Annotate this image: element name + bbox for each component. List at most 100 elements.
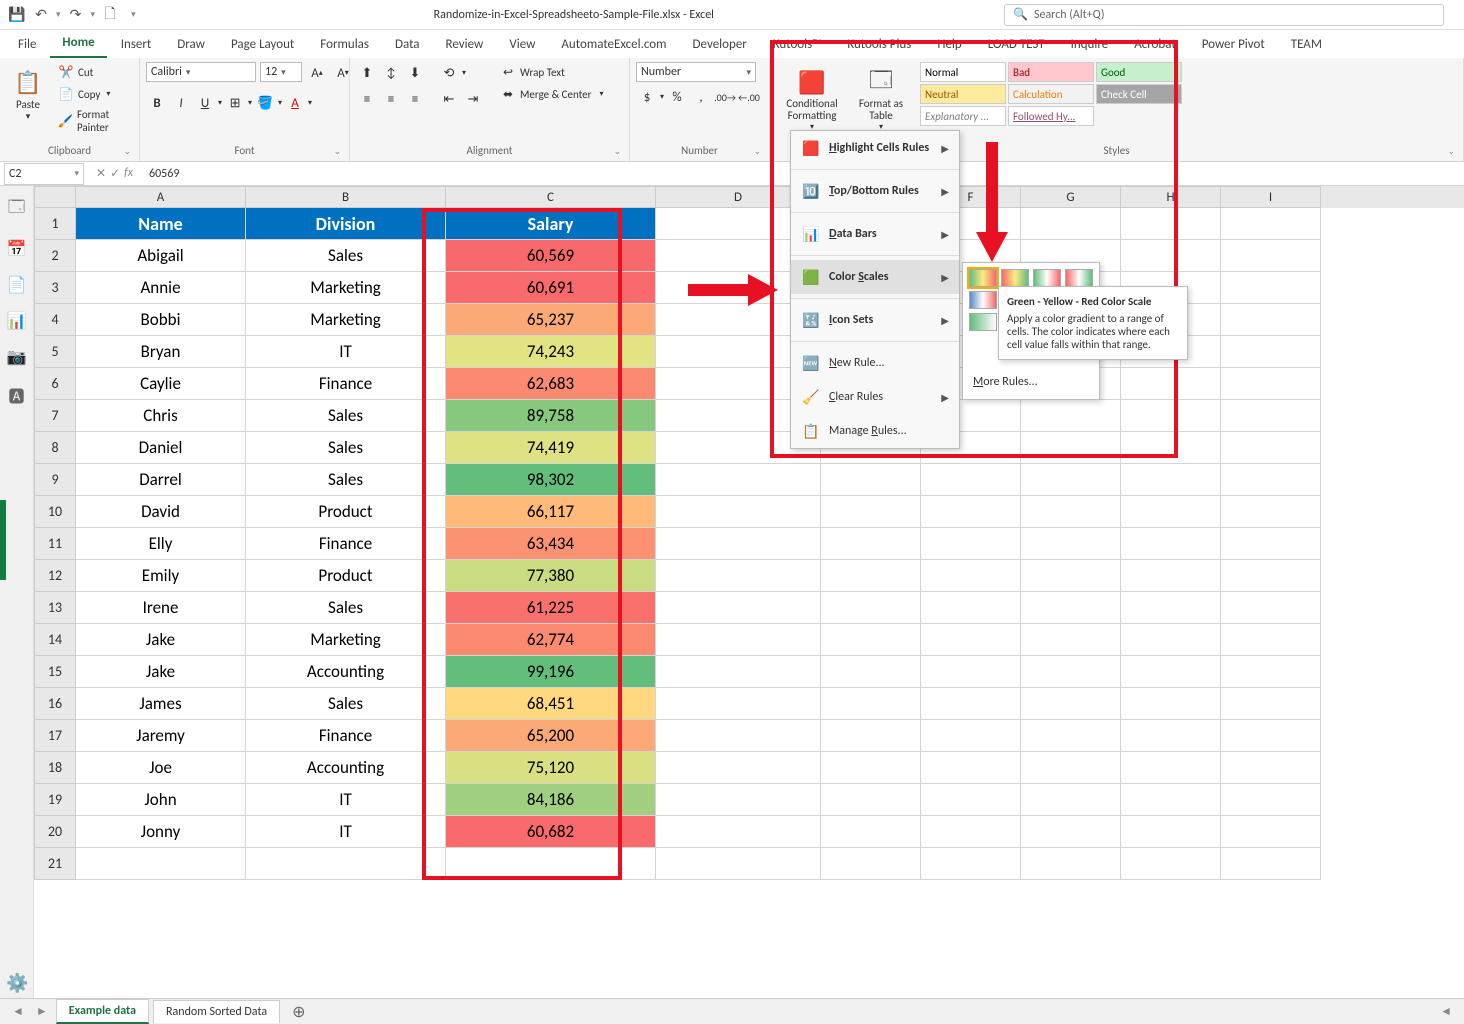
- cell[interactable]: Division: [246, 208, 446, 240]
- cell[interactable]: Product: [246, 496, 446, 528]
- row-header[interactable]: 7: [34, 400, 76, 432]
- sidebar-camera-icon[interactable]: 📷: [7, 347, 27, 367]
- tab-help[interactable]: Help: [925, 31, 973, 58]
- cell[interactable]: [821, 720, 921, 752]
- add-sheet-icon[interactable]: ⊕: [284, 1002, 313, 1022]
- enter-formula-icon[interactable]: ✓: [110, 166, 120, 181]
- tab-inquire[interactable]: Inquire: [1059, 31, 1121, 58]
- font-color-button[interactable]: A: [284, 92, 306, 114]
- cell[interactable]: Chris: [76, 400, 246, 432]
- cell[interactable]: [921, 592, 1021, 624]
- cell[interactable]: 75,120: [446, 752, 656, 784]
- cell[interactable]: [1121, 528, 1221, 560]
- cell[interactable]: Salary: [446, 208, 656, 240]
- tab-developer[interactable]: Developer: [681, 31, 759, 58]
- sidebar-sheet-icon[interactable]: 📄: [7, 275, 27, 295]
- cell[interactable]: Product: [246, 560, 446, 592]
- cell[interactable]: Marketing: [246, 624, 446, 656]
- cell[interactable]: [1221, 656, 1321, 688]
- increase-indent-icon[interactable]: ⇥: [462, 88, 484, 110]
- more-rules-button[interactable]: More Rules...: [969, 371, 1093, 393]
- cell[interactable]: [1221, 432, 1321, 464]
- cell[interactable]: James: [76, 688, 246, 720]
- cf-item-data-bars[interactable]: 📊Data Bars▶: [791, 217, 959, 251]
- cell[interactable]: 99,196: [446, 656, 656, 688]
- cell[interactable]: Sales: [246, 688, 446, 720]
- cell[interactable]: Jake: [76, 656, 246, 688]
- cell[interactable]: Daniel: [76, 432, 246, 464]
- cell[interactable]: [1021, 528, 1121, 560]
- underline-button[interactable]: U: [194, 92, 216, 114]
- cell[interactable]: Accounting: [246, 752, 446, 784]
- tab-load-test[interactable]: LOAD TEST: [976, 31, 1057, 58]
- tab-team[interactable]: TEAM: [1279, 31, 1334, 58]
- cell[interactable]: Sales: [246, 400, 446, 432]
- cell[interactable]: [246, 848, 446, 880]
- cell[interactable]: [1121, 432, 1221, 464]
- cell[interactable]: [921, 560, 1021, 592]
- align-center-icon[interactable]: ≡: [380, 88, 402, 110]
- align-left-icon[interactable]: ≡: [356, 88, 378, 110]
- row-header[interactable]: 20: [34, 816, 76, 848]
- sheet-nav-prev-icon[interactable]: ◄: [8, 1004, 28, 1019]
- row-header[interactable]: 8: [34, 432, 76, 464]
- style-cell-check-cell[interactable]: Check Cell: [1096, 84, 1182, 104]
- cell[interactable]: [1221, 336, 1321, 368]
- cf-item-icon-sets[interactable]: 🔣Icon Sets▶: [791, 303, 959, 337]
- bold-button[interactable]: B: [146, 92, 168, 114]
- cell[interactable]: [1121, 208, 1221, 240]
- cell[interactable]: 66,117: [446, 496, 656, 528]
- cell[interactable]: [1021, 560, 1121, 592]
- cell[interactable]: [821, 816, 921, 848]
- cell[interactable]: [921, 656, 1021, 688]
- cell[interactable]: [1121, 816, 1221, 848]
- cell[interactable]: Bobbi: [76, 304, 246, 336]
- cell[interactable]: [921, 784, 1021, 816]
- comma-format-icon[interactable]: ,: [690, 86, 712, 108]
- cell[interactable]: Abigail: [76, 240, 246, 272]
- cell[interactable]: Bryan: [76, 336, 246, 368]
- cell[interactable]: 65,237: [446, 304, 656, 336]
- cell[interactable]: [656, 784, 821, 816]
- cell[interactable]: Sales: [246, 464, 446, 496]
- cell[interactable]: [1221, 784, 1321, 816]
- cell[interactable]: Sales: [246, 432, 446, 464]
- settings-gear-icon[interactable]: ⚙️: [6, 972, 28, 994]
- cell[interactable]: [1021, 688, 1121, 720]
- cell[interactable]: [821, 784, 921, 816]
- tab-kutools-plus[interactable]: Kutools Plus: [835, 31, 923, 58]
- paste-dropdown-icon[interactable]: ▾: [26, 111, 31, 122]
- new-file-icon[interactable]: 🗋: [101, 6, 119, 24]
- cell[interactable]: 84,186: [446, 784, 656, 816]
- cell[interactable]: [1221, 624, 1321, 656]
- cell[interactable]: [921, 464, 1021, 496]
- cell[interactable]: [1021, 496, 1121, 528]
- row-header[interactable]: 21: [34, 848, 76, 880]
- cell[interactable]: Accounting: [246, 656, 446, 688]
- cell[interactable]: [656, 592, 821, 624]
- cell[interactable]: [1221, 400, 1321, 432]
- cf-item-top-bottom-rules[interactable]: 🔟Top/Bottom Rules▶: [791, 174, 959, 208]
- cell[interactable]: [921, 848, 1021, 880]
- format-painter-button[interactable]: 🖌️Format Painter: [54, 106, 133, 136]
- paste-button[interactable]: 📋 Paste ▾: [6, 62, 50, 126]
- cell[interactable]: [821, 464, 921, 496]
- cell[interactable]: IT: [246, 336, 446, 368]
- scroll-left-icon[interactable]: ◄: [1436, 1004, 1456, 1019]
- cell[interactable]: 74,419: [446, 432, 656, 464]
- cell[interactable]: [656, 464, 821, 496]
- cell[interactable]: [1221, 240, 1321, 272]
- font-name-combo[interactable]: Calibri▾: [146, 62, 256, 82]
- cell[interactable]: David: [76, 496, 246, 528]
- col-header-C[interactable]: C: [446, 186, 656, 208]
- row-header[interactable]: 18: [34, 752, 76, 784]
- cell[interactable]: 65,200: [446, 720, 656, 752]
- cancel-formula-icon[interactable]: ✕: [96, 166, 106, 181]
- style-cell-good[interactable]: Good: [1096, 62, 1182, 82]
- row-header[interactable]: 13: [34, 592, 76, 624]
- cell[interactable]: [821, 848, 921, 880]
- cell[interactable]: [656, 752, 821, 784]
- cf-item-highlight-cells-rules[interactable]: 🟥Highlight Cells Rules▶: [791, 131, 959, 165]
- cell[interactable]: [656, 624, 821, 656]
- cell[interactable]: [1121, 496, 1221, 528]
